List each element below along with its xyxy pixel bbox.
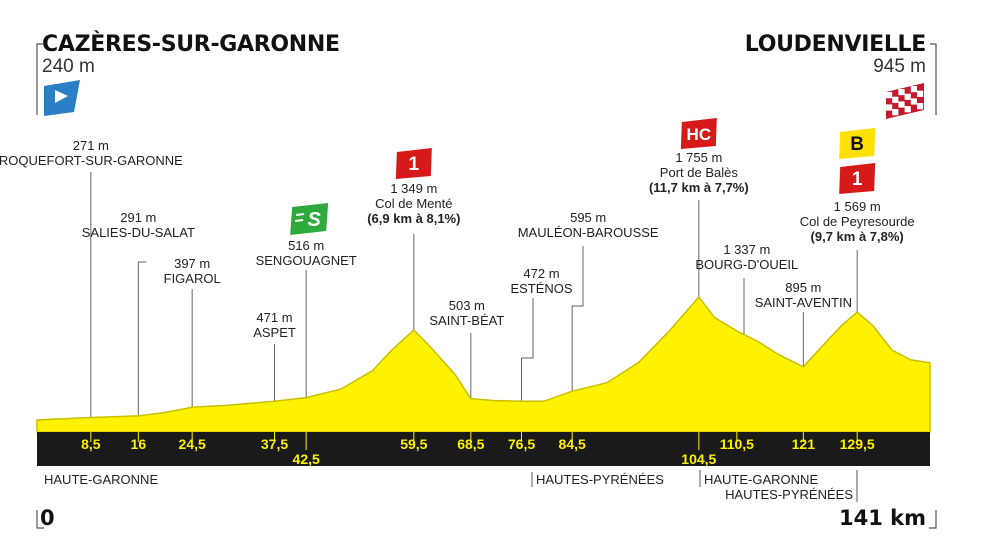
waypoint-name: BOURG-D'OUEIL [695, 257, 798, 272]
km-band-bg [37, 432, 930, 466]
climb-stats: (11,7 km à 7,7%) [649, 180, 749, 195]
category-badge-label: 1 [409, 154, 420, 175]
waypoint-name: Port de Balès [660, 165, 739, 180]
km-marker-label: 16 [131, 436, 147, 452]
sprint-speed-line [296, 213, 305, 216]
km-marker-label: 42,5 [293, 451, 320, 467]
checkered-square [892, 109, 899, 116]
category-badge-bg [680, 118, 717, 149]
region-label: HAUTES-PYRÉNÉES [536, 472, 664, 487]
waypoint-altitude: 1 337 m [723, 242, 770, 257]
waypoint-name: ESTÉNOS [510, 281, 572, 296]
leader-line [137, 261, 147, 432]
waypoint-name: ASPET [253, 325, 296, 340]
waypoint-altitude: 291 m [120, 210, 156, 225]
waypoint-altitude: 895 m [785, 280, 821, 295]
checkered-square [917, 90, 924, 97]
bonus-badge-label: B [850, 134, 864, 155]
start-flag-icon [44, 80, 80, 116]
waypoint-name: SENGOUAGNET [256, 253, 357, 268]
km-marker-label: 24,5 [179, 436, 206, 452]
region-labels: HAUTE-GARONNE HAUTES-PYRÉNÉES HAUTE-GARONN… [44, 470, 858, 502]
waypoint-altitude: 472 m [523, 266, 559, 281]
climb-badges: S 1 HC 1 B [290, 118, 876, 235]
climb-category-badge: 1 [395, 148, 432, 179]
waypoint-name: SAINT-AVENTIN [755, 295, 852, 310]
frame-lines [36, 43, 937, 529]
waypoint-name: Col de Menté [375, 196, 452, 211]
bonus-badge: B [839, 128, 876, 159]
climb-category-badge: 1 [839, 163, 876, 194]
waypoint-name: SALIES-DU-SALAT [82, 225, 195, 240]
start-altitude: 240 m [42, 56, 95, 77]
sprint-badge-letter: S [307, 209, 321, 231]
checkered-square [910, 98, 917, 105]
km-marker-label: 37,5 [261, 436, 288, 452]
distance-start: 0 [40, 506, 55, 530]
waypoint-name: Col de Peyresourde [800, 214, 915, 229]
km-band: 8,5 16 24,5 37,5 42,5 59,5 68,5 76,5 84,5 104,511… [37, 432, 930, 467]
category-badge-bg [839, 163, 876, 194]
distance-end: 141 km [839, 506, 926, 530]
km-marker-label: 68,5 [457, 436, 484, 452]
checkered-square [886, 92, 893, 99]
checkered-flag-icon [886, 83, 924, 119]
km-marker-label: 121 [792, 436, 816, 452]
finish-city: LOUDENVIELLE [744, 32, 927, 57]
leader-line [571, 246, 584, 392]
waypoint-altitude: 1 569 m [834, 199, 881, 214]
km-marker-label: 110,5 [720, 436, 754, 452]
km-marker-label: 84,5 [559, 436, 586, 452]
km-marker-label: 129,5 [840, 436, 875, 452]
category-badge-bg [395, 148, 432, 179]
checkered-square [917, 103, 924, 110]
checkered-square [898, 101, 905, 108]
km-marker-label: 8,5 [81, 436, 101, 452]
sprint-icon: S [290, 203, 329, 235]
region-label: HAUTE-GARONNE [704, 472, 818, 487]
waypoint-altitude: 1 349 m [390, 181, 437, 196]
waypoint-altitude: 397 m [174, 256, 210, 271]
waypoint-altitude: 595 m [570, 210, 606, 225]
waypoint-name: SAINT-BÉAT [429, 313, 504, 328]
region-label: HAUTES-PYRÉNÉES [725, 487, 853, 502]
checkered-square [892, 96, 899, 103]
checkered-square [898, 89, 905, 96]
waypoint-altitude: 516 m [288, 238, 324, 253]
climb-category-badge: HC [680, 118, 717, 149]
category-badge-label: HC [687, 125, 712, 144]
climb-stats: (6,9 km à 8,1%) [367, 211, 460, 226]
waypoint-altitude: 1 755 m [675, 150, 722, 165]
km-marker-label: 104,5 [681, 451, 716, 467]
waypoint-name: ROQUEFORT-SUR-GARONNE [0, 153, 183, 168]
waypoint-altitude: 271 m [73, 138, 109, 153]
waypoint-altitude: 503 m [449, 298, 485, 313]
leader-line [521, 298, 534, 402]
leader-line [736, 278, 745, 339]
checkered-square [910, 86, 917, 93]
bonus-badge-bg [839, 128, 876, 159]
waypoint-name: FIGAROL [164, 271, 221, 286]
waypoint-altitude: 471 m [256, 310, 292, 325]
climb-stats: (9,7 km à 7,8%) [811, 229, 904, 244]
sprint-badge-bg [290, 203, 329, 235]
waypoint-name: MAULÉON-BAROUSSE [518, 225, 659, 240]
km-marker-label: 59,5 [400, 436, 427, 452]
start-city: CAZÈRES-SUR-GARONNE [42, 32, 340, 57]
checkered-square [904, 106, 911, 113]
km-marker-label: 76,5 [508, 436, 535, 452]
finish-altitude: 945 m [873, 56, 926, 77]
region-label: HAUTE-GARONNE [44, 472, 158, 487]
sprint-speed-line [295, 219, 304, 222]
checkered-square [904, 93, 911, 100]
elevation-area [36, 295, 931, 433]
checkered-flag-bg [886, 83, 924, 119]
category-badge-label: 1 [852, 169, 863, 190]
checkered-square [886, 104, 893, 111]
